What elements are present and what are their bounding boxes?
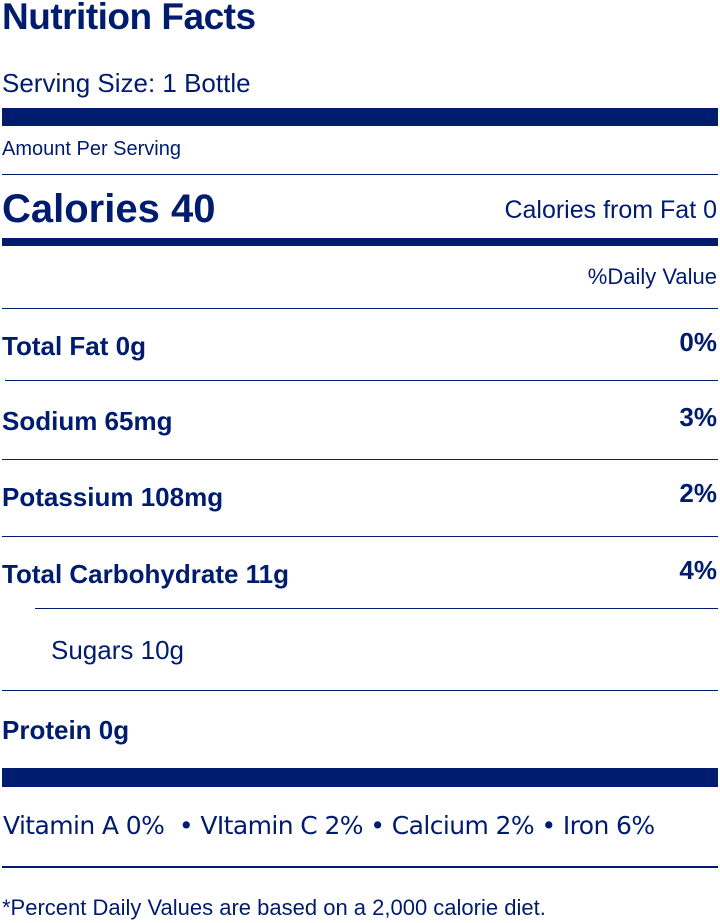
nutrient-label: Sodium 65mg xyxy=(2,406,173,436)
nutrient-label: Protein 0g xyxy=(2,715,130,745)
nutrient-label: Total Carbohydrate 11g xyxy=(2,559,290,589)
calories-from-fat: Calories from Fat 0 xyxy=(504,196,717,224)
nutrient-dv: 3% xyxy=(679,402,717,432)
nutrient-dv: 2% xyxy=(679,478,717,508)
nutrient-label: Potassium 108mg xyxy=(2,482,224,512)
divider xyxy=(5,380,718,381)
nutrient-label: Total Fat 0g xyxy=(2,331,146,361)
footnote: *Percent Daily Values are based on a 2,0… xyxy=(2,895,546,920)
divider xyxy=(2,308,718,309)
amount-per-serving: Amount Per Serving xyxy=(2,138,181,160)
thick-divider xyxy=(2,108,718,126)
thick-divider xyxy=(2,768,718,787)
divider xyxy=(2,866,718,868)
divider xyxy=(2,459,718,460)
nutrient-dv: 4% xyxy=(679,555,717,585)
serving-size: Serving Size: 1 Bottle xyxy=(2,68,251,98)
nutrient-label: Sugars 10g xyxy=(51,635,184,665)
daily-value-header: %Daily Value xyxy=(587,264,717,289)
divider xyxy=(2,536,718,537)
divider xyxy=(2,174,718,175)
divider xyxy=(2,690,718,691)
nutrient-dv: 0% xyxy=(679,327,717,357)
medium-divider xyxy=(2,238,718,246)
divider xyxy=(35,608,718,609)
label-title: Nutrition Facts xyxy=(2,0,256,37)
vitamins-line: Vitamin A 0% • VItamin C 2% • Calcium 2%… xyxy=(3,811,655,840)
calories: Calories 40 xyxy=(2,187,216,231)
